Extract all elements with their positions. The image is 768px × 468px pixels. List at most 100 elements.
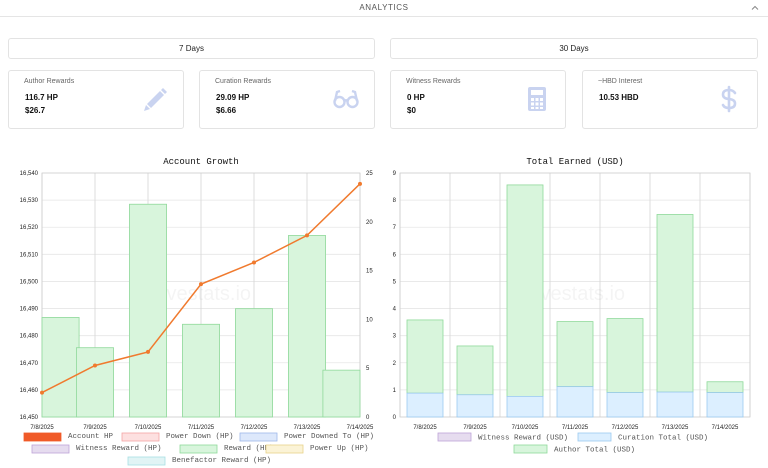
reward-bar xyxy=(76,347,114,418)
legend-swatch xyxy=(23,432,62,442)
x-tick-label: 7/13/2025 xyxy=(294,425,321,431)
witness-rewards-card: Witness Rewards 0 HP $0 xyxy=(390,70,566,129)
card-value-primary: 0 HP xyxy=(407,93,425,102)
x-tick-label: 7/9/2025 xyxy=(463,425,487,431)
legend-swatch xyxy=(31,444,70,454)
card-value-primary: 29.09 HP xyxy=(216,93,250,102)
hbd-interest-card: ~HBD Interest 10.53 HBD xyxy=(582,70,758,129)
x-tick-label: 7/8/2025 xyxy=(30,425,54,431)
author-total-bar xyxy=(606,318,644,394)
card-value-secondary: $26.7 xyxy=(25,106,46,115)
card-value-primary: 116.7 HP xyxy=(25,93,58,102)
legend-swatch xyxy=(437,432,472,442)
account-hp-point xyxy=(93,363,97,368)
y-tick-label: 1 xyxy=(393,388,397,394)
x-tick-label: 7/11/2025 xyxy=(188,425,215,431)
watermark: hivestats.io xyxy=(525,283,625,305)
reward-bar xyxy=(288,235,326,418)
period-label: 7 Days xyxy=(179,44,204,53)
dollar-icon xyxy=(715,85,743,113)
y-right-tick-label: 20 xyxy=(366,220,373,226)
x-tick-label: 7/11/2025 xyxy=(562,425,589,431)
y-tick-label: 3 xyxy=(393,334,397,340)
reward-bar xyxy=(322,369,361,418)
y-left-tick-label: 16,500 xyxy=(20,279,39,285)
card-label: Curation Rewards xyxy=(215,78,272,85)
legend-item: Power Up (HP) xyxy=(310,445,369,453)
y-tick-label: 0 xyxy=(393,415,397,421)
account-hp-point xyxy=(146,349,150,354)
author-total-bar xyxy=(706,381,744,393)
y-tick-label: 6 xyxy=(393,252,397,258)
card-label: Author Rewards xyxy=(24,78,75,85)
analytics-header[interactable]: ANALYTICS xyxy=(0,0,768,17)
chart-title: Total Earned (USD) xyxy=(526,157,623,167)
legend-swatch xyxy=(239,432,278,442)
author-total-bar xyxy=(656,214,694,393)
y-right-tick-label: 15 xyxy=(366,269,373,275)
legend-item: Curation Total (USD) xyxy=(618,435,708,443)
period-label: 30 Days xyxy=(559,44,589,53)
author-total-bar xyxy=(556,321,594,388)
x-tick-label: 7/13/2025 xyxy=(662,425,689,431)
y-left-tick-label: 16,460 xyxy=(20,388,39,394)
legend-item: Account HP xyxy=(68,433,114,441)
account-hp-point xyxy=(199,282,203,287)
legend-item: Author Total (USD) xyxy=(554,447,635,455)
author-total-bar xyxy=(506,184,544,397)
period-30-days-button[interactable]: 30 Days xyxy=(390,38,758,59)
y-tick-label: 7 xyxy=(393,225,397,231)
curation-total-bar xyxy=(556,386,594,418)
y-left-tick-label: 16,450 xyxy=(20,415,39,421)
curation-rewards-card: Curation Rewards 29.09 HP $6.66 xyxy=(199,70,375,129)
card-value-primary: 10.53 HBD xyxy=(599,93,639,102)
period-7-days-button[interactable]: 7 Days xyxy=(8,38,375,59)
x-tick-label: 7/8/2025 xyxy=(413,425,437,431)
watermark: hivestats.io xyxy=(151,283,251,305)
y-left-tick-label: 16,480 xyxy=(20,334,39,340)
legend-swatch xyxy=(513,444,548,454)
x-tick-label: 7/10/2025 xyxy=(135,425,162,431)
legend-item: Power Downed To (HP) xyxy=(284,433,374,441)
y-tick-label: 5 xyxy=(393,279,397,285)
y-tick-label: 8 xyxy=(393,198,397,204)
y-left-tick-label: 16,540 xyxy=(20,171,39,177)
chevron-up-icon[interactable] xyxy=(750,3,760,13)
y-left-tick-label: 16,520 xyxy=(20,225,39,231)
y-tick-label: 2 xyxy=(393,361,397,367)
account-hp-point xyxy=(358,181,362,186)
x-tick-label: 7/14/2025 xyxy=(347,425,374,431)
y-right-tick-label: 10 xyxy=(366,317,373,323)
y-left-tick-label: 16,510 xyxy=(20,252,39,258)
legend-item: Witness Reward (HP) xyxy=(76,445,162,453)
y-left-tick-label: 16,470 xyxy=(20,361,39,367)
y-tick-label: 4 xyxy=(393,307,397,313)
x-tick-label: 7/9/2025 xyxy=(83,425,107,431)
legend-item: Reward (HP) xyxy=(224,445,274,453)
card-value-secondary: $6.66 xyxy=(216,106,237,115)
card-value-secondary: $0 xyxy=(407,106,416,115)
legend-swatch xyxy=(577,432,612,442)
legend-swatch xyxy=(265,444,304,454)
reward-bar xyxy=(41,317,80,418)
author-rewards-card: Author Rewards 116.7 HP $26.7 xyxy=(8,70,184,129)
legend-swatch xyxy=(121,432,160,442)
x-tick-label: 7/12/2025 xyxy=(612,425,639,431)
curation-total-bar xyxy=(656,391,694,418)
reward-bar xyxy=(129,203,167,418)
glasses-icon xyxy=(332,85,360,113)
legend-swatch xyxy=(179,444,218,454)
curation-total-bar xyxy=(506,395,544,418)
account-hp-point xyxy=(40,390,44,395)
y-left-tick-label: 16,490 xyxy=(20,307,39,313)
card-label: Witness Rewards xyxy=(406,78,461,85)
y-left-tick-label: 16,530 xyxy=(20,198,39,204)
author-total-bar xyxy=(406,319,444,394)
reward-bar xyxy=(182,323,220,418)
account-hp-point xyxy=(252,260,256,265)
x-tick-label: 7/12/2025 xyxy=(241,425,268,431)
legend-item: Power Down (HP) xyxy=(166,433,234,441)
y-right-tick-label: 25 xyxy=(366,171,373,177)
x-tick-label: 7/10/2025 xyxy=(512,425,539,431)
